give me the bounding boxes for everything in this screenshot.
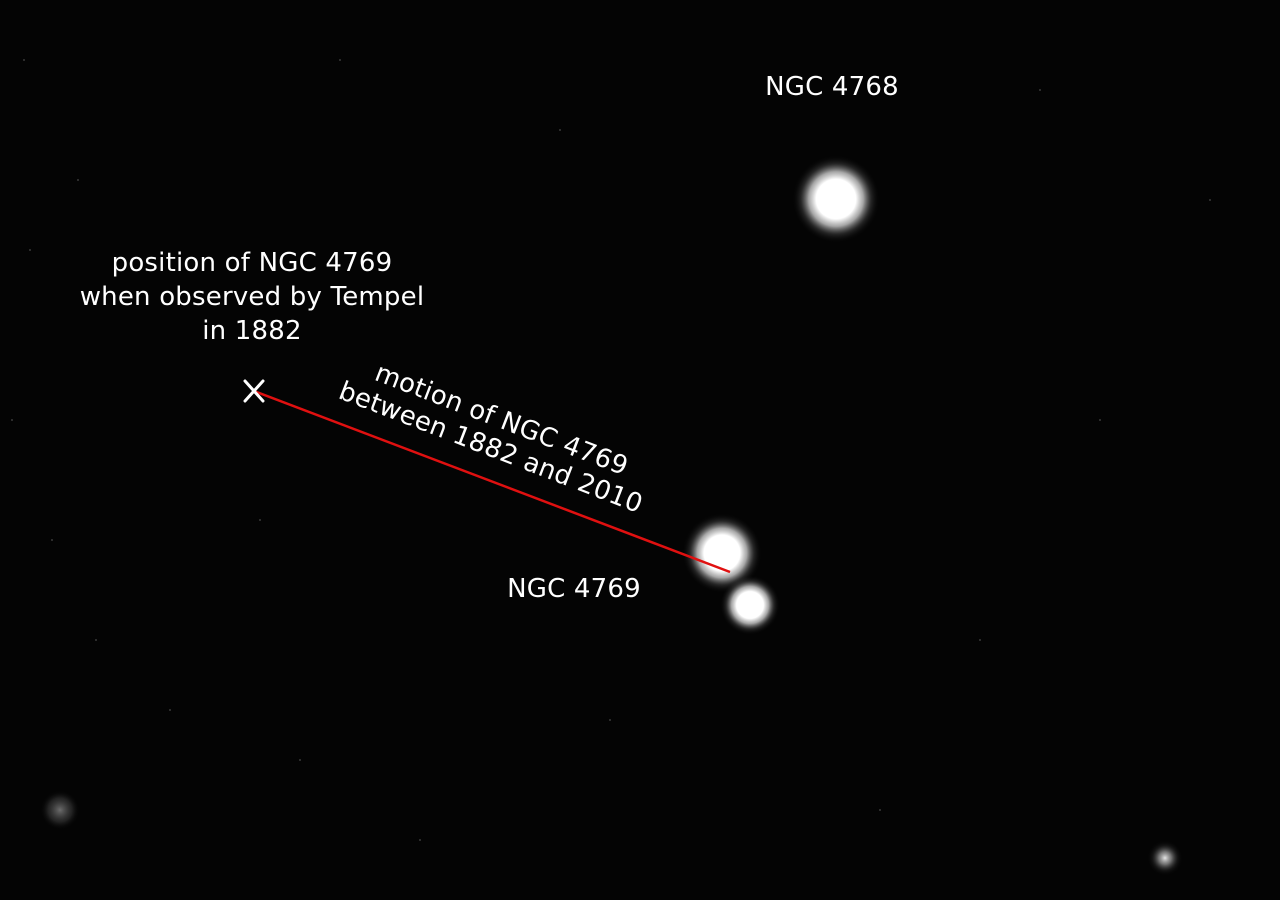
star-ngc4768 bbox=[792, 155, 880, 243]
star-ngc4769 bbox=[682, 513, 762, 593]
label-tempel-position-line3: in 1882 bbox=[202, 316, 302, 346]
label-ngc4769: NGC 4769 bbox=[507, 574, 641, 604]
tempel-position-marker bbox=[243, 379, 265, 403]
background-star-field bbox=[11, 59, 1211, 841]
star-ngc4769-companion bbox=[720, 575, 780, 635]
label-tempel-position: position of NGC 4769 when observed by Te… bbox=[62, 246, 442, 348]
label-ngc4768: NGC 4768 bbox=[765, 72, 899, 102]
motion-line bbox=[253, 389, 731, 574]
fuzzy-object bbox=[40, 790, 80, 830]
faint-star bbox=[1147, 840, 1183, 876]
label-tempel-position-line2: when observed by Tempel bbox=[79, 282, 425, 312]
label-tempel-position-line1: position of NGC 4769 bbox=[111, 248, 393, 278]
